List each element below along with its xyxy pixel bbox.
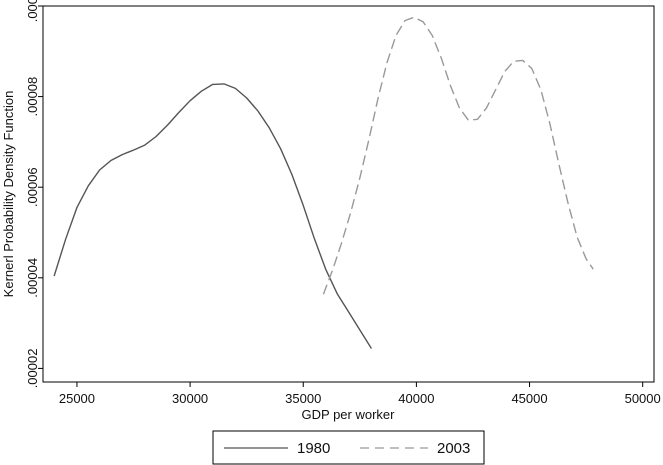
x-tick-label: 30000 — [172, 391, 208, 406]
y-tick-label: .00002 — [25, 349, 40, 389]
y-tick-label: .00006 — [25, 167, 40, 207]
x-tick-label: 25000 — [59, 391, 95, 406]
legend-label-2003: 2003 — [437, 440, 470, 457]
legend-label-1980: 1980 — [297, 440, 330, 457]
series-line-2003 — [322, 16, 594, 295]
series-layer — [53, 16, 594, 349]
x-axis-ticks: 25000 30000 35000 40000 45000 50000 — [59, 382, 661, 406]
y-tick-label: .00004 — [25, 258, 40, 298]
x-tick-label: 45000 — [511, 391, 547, 406]
plot-frame — [42, 5, 655, 383]
y-tick-label: .00008 — [25, 77, 40, 117]
legend: 1980 2003 — [212, 430, 485, 465]
x-tick-label: 35000 — [285, 391, 321, 406]
x-tick-label: 40000 — [398, 391, 434, 406]
x-tick-label: 50000 — [625, 391, 661, 406]
y-tick-label: .0001 — [25, 0, 40, 22]
x-axis-title: GDP per worker — [302, 407, 396, 422]
series-line-1980 — [53, 83, 372, 349]
y-axis-title: Kernerl Probability Density Function — [1, 91, 16, 298]
y-axis-ticks: .00002 .00004 .00006 .00008 .0001 — [25, 0, 43, 388]
